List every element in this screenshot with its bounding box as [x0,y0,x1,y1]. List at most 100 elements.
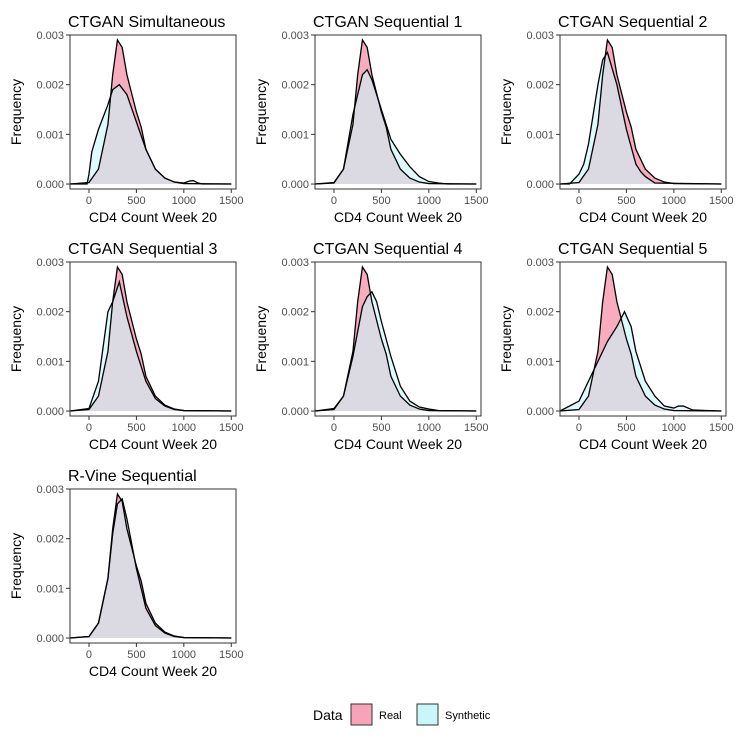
real-density-line [70,265,232,412]
y-axis-title: Frequency [253,306,269,372]
panel-title: CTGAN Simultaneous [68,14,225,31]
x-tick-label: 1000 [662,422,686,434]
x-axis-title: CD4 Count Week 20 [89,663,217,679]
panel-border [69,488,237,644]
x-tick-label: 500 [617,422,635,434]
y-tick-label: 0.000 [36,633,64,645]
panel-title: CTGAN Sequential 5 [558,241,708,258]
synthetic-density-area [315,291,477,412]
panel-border [559,261,727,417]
x-axis-title: CD4 Count Week 20 [334,436,462,452]
x-tick-label: 500 [617,195,635,207]
panel-border [69,261,237,417]
y-tick-label: 0.002 [526,80,554,92]
y-tick-label: 0.003 [526,30,554,42]
panel-border [314,34,482,190]
y-tick-label: 0.000 [36,406,64,418]
x-tick-label: 0 [576,195,582,207]
legend-title: Data [313,707,343,723]
legend: Data Real Synthetic [313,703,491,726]
synthetic-density-area [560,52,722,185]
y-tick-label: 0.003 [526,257,554,269]
synthetic-density-line [560,50,722,185]
y-tick-label: 0.001 [36,129,64,141]
x-tick-label: 0 [331,195,337,207]
synthetic-density-area [315,69,477,185]
panel-2: CTGAN Sequential 1 0 500 1000 1500 0.000 0.001… [253,14,488,225]
y-tick-label: 0.001 [36,356,64,368]
x-tick-label: 500 [127,195,145,207]
synthetic-density-line [315,290,477,412]
panel-title: CTGAN Sequential 2 [558,14,708,31]
y-tick-label: 0.001 [36,583,64,595]
y-tick-label: 0.002 [36,534,64,546]
x-tick-label: 500 [127,649,145,661]
y-axis-title: Frequency [8,306,24,372]
synthetic-density-area [70,498,232,639]
y-tick-label: 0.003 [281,257,309,269]
legend-label-synthetic: Synthetic [445,710,491,722]
x-axis-title: CD4 Count Week 20 [89,436,217,452]
panel-6: CTGAN Sequential 5 0 500 1000 1500 0.000 0.001… [498,241,733,452]
y-axis-title: Frequency [8,533,24,599]
x-axis-title: CD4 Count Week 20 [579,436,707,452]
legend-swatch-real [350,703,373,726]
legend-label-real: Real [379,710,402,722]
real-density-line [560,265,722,412]
y-tick-label: 0.001 [281,356,309,368]
y-axis-title: Frequency [498,79,514,145]
y-tick-label: 0.003 [36,257,64,269]
x-tick-label: 1000 [662,195,686,207]
y-tick-label: 0.000 [281,179,309,191]
x-tick-label: 1500 [464,195,488,207]
x-tick-label: 1000 [417,422,441,434]
synthetic-density-line [70,83,232,185]
panel-border [69,34,237,190]
x-tick-label: 0 [86,195,92,207]
synthetic-density-line [560,310,722,412]
x-tick-label: 1000 [172,422,196,434]
panel-border [314,261,482,417]
panel-7: R-Vine Sequential 0 500 1000 1500 0.000 0.001 0… [8,468,243,679]
x-tick-label: 1000 [417,195,441,207]
legend-swatch-synthetic [416,703,439,726]
x-axis-title: CD4 Count Week 20 [89,209,217,225]
synthetic-density-area [560,311,722,412]
synthetic-density-line [70,497,232,639]
x-tick-label: 1500 [709,195,733,207]
panel-title: CTGAN Sequential 3 [68,241,218,258]
panel-title: CTGAN Sequential 4 [313,241,463,258]
y-tick-label: 0.000 [526,406,554,418]
x-tick-label: 0 [331,422,337,434]
y-tick-label: 0.003 [36,30,64,42]
y-tick-label: 0.002 [281,80,309,92]
panel-title: R-Vine Sequential [68,468,197,485]
panel-1: CTGAN Simultaneous 0 500 1000 1500 0.000 0.001… [8,14,243,225]
x-tick-label: 1500 [464,422,488,434]
y-tick-label: 0.002 [526,307,554,319]
y-tick-label: 0.000 [36,179,64,191]
y-axis-title: Frequency [498,306,514,372]
y-tick-label: 0.000 [281,406,309,418]
panel-title: CTGAN Sequential 1 [313,14,463,31]
y-tick-label: 0.001 [281,129,309,141]
y-tick-label: 0.000 [526,179,554,191]
synthetic-density-line [315,68,477,185]
x-tick-label: 0 [86,649,92,661]
panel-5: CTGAN Sequential 4 0 500 1000 1500 0.000 0.001… [253,241,488,452]
x-tick-label: 500 [127,422,145,434]
synthetic-density-line [70,279,232,412]
x-axis-title: CD4 Count Week 20 [334,209,462,225]
x-tick-label: 1500 [219,649,243,661]
y-tick-label: 0.002 [281,307,309,319]
y-tick-label: 0.002 [36,80,64,92]
x-tick-label: 0 [576,422,582,434]
x-tick-label: 1000 [172,195,196,207]
x-axis-title: CD4 Count Week 20 [579,209,707,225]
x-tick-label: 1500 [219,422,243,434]
y-tick-label: 0.001 [526,129,554,141]
x-tick-label: 500 [372,195,390,207]
x-tick-label: 0 [86,422,92,434]
synthetic-density-area [70,84,232,185]
